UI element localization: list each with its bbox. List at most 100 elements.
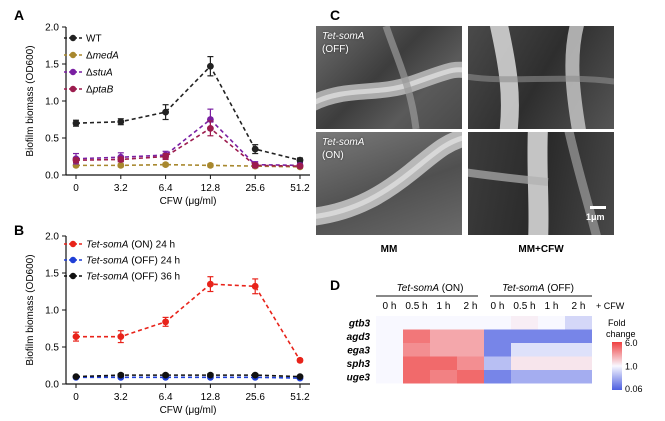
heatmap-cell	[484, 316, 511, 330]
sem-image-mm-on: Tet-somA (ON)	[316, 132, 462, 235]
legend-marker	[69, 34, 77, 42]
heatmap-column-label: 1 h	[437, 301, 451, 312]
heatmap-cell	[565, 343, 592, 357]
text-span: medA	[93, 51, 119, 62]
text-span: Tet-somA	[86, 240, 129, 251]
chart-panel-b: 0.0 0.5 1.0 1.5 2.0 0 3.2 6.4 12.8 25.6 51.2 CFW (μ…	[25, 232, 310, 417]
sem-image-mmcfw-off	[468, 26, 614, 129]
hyphae-texture	[468, 26, 614, 129]
legend-label: ΔmedA	[86, 51, 119, 62]
text-span: Tet-somA	[397, 283, 440, 294]
text-span: ptaB	[92, 85, 114, 96]
data-point	[162, 153, 170, 160]
x-tick-label: 12.8	[201, 183, 221, 194]
x-tick-label: 51.2	[290, 183, 310, 194]
heatmap-cell	[403, 316, 430, 330]
heatmap-cell	[457, 316, 484, 330]
y-tick-label: 0.5	[45, 343, 59, 354]
hyphae-texture	[316, 132, 462, 226]
legend-marker	[69, 51, 77, 59]
panel-label-d: D	[330, 277, 340, 293]
heatmap-row-label: gtb3	[348, 318, 371, 329]
heatmap-column-label: 0 h	[383, 301, 397, 312]
scale-bar	[590, 206, 606, 209]
x-tick-label: 6.4	[159, 183, 173, 194]
heatmap-cell	[538, 329, 565, 343]
y-tick-label: 2.0	[45, 232, 59, 243]
data-point	[162, 161, 170, 169]
data-point	[72, 373, 80, 380]
heatmap-cell	[457, 329, 484, 343]
series-2	[72, 371, 304, 380]
heatmap-column-label: 1 h	[545, 301, 559, 312]
data-point	[207, 124, 214, 132]
data-point	[72, 156, 80, 164]
heatmap-cell	[511, 329, 538, 343]
heatmap-cell	[430, 329, 457, 343]
legend-marker	[69, 272, 77, 280]
heatmap-cell	[376, 329, 403, 343]
heatmap-cell	[376, 316, 403, 330]
sem-column-label-mmcfw: MM+CFW	[518, 244, 564, 255]
heatmap-cell	[430, 370, 457, 384]
data-point	[251, 161, 259, 169]
legend-marker	[69, 68, 77, 76]
scale-bar-label: 1μm	[586, 212, 605, 222]
legend-label: WT	[86, 34, 102, 45]
text-span: Tet-somA	[502, 283, 545, 294]
data-point	[296, 162, 304, 170]
heatmap-cell	[484, 370, 511, 384]
text-span: (OFF)	[544, 283, 573, 294]
sem-image-mmcfw-on: 1μm	[468, 132, 614, 235]
series-3	[72, 120, 304, 170]
series-line	[75, 64, 301, 161]
heatmap-cell	[457, 343, 484, 357]
series-line	[76, 163, 301, 168]
colorbar-title: Fold	[608, 318, 626, 328]
sem-label-on: Tet-somA (ON)	[322, 137, 365, 161]
heatmap-group-label: Tet-somA (ON)	[397, 283, 464, 294]
data-point	[207, 62, 214, 70]
series-0	[72, 276, 304, 364]
y-tick-label: 1.5	[45, 60, 59, 71]
legend-marker	[69, 85, 77, 93]
heatmap-cell	[484, 356, 511, 370]
text-span: Δ	[86, 68, 93, 79]
legend-label: Tet-somA (OFF) 24 h	[86, 256, 180, 267]
data-point	[162, 371, 170, 379]
heatmap-cell	[403, 356, 430, 370]
y-axis-label: Biofilm biomass (OD600)	[25, 254, 36, 365]
text-span: WT	[86, 34, 102, 45]
sem-image-mm-off: Tet-somA (OFF)	[316, 26, 462, 129]
data-point	[162, 108, 170, 116]
data-point	[296, 356, 304, 364]
heatmap-cell	[376, 356, 403, 370]
text-span: stuA	[93, 68, 113, 79]
colorbar-title: change	[606, 329, 636, 339]
data-point	[72, 333, 80, 341]
data-point	[207, 280, 214, 288]
data-point	[162, 318, 170, 326]
legend-marker	[69, 256, 77, 264]
series-line	[75, 118, 301, 167]
heatmap-cell	[457, 370, 484, 384]
data-point	[296, 156, 304, 164]
sem-label-off: Tet-somA (OFF)	[322, 31, 365, 55]
x-tick-label: 3.2	[114, 183, 128, 194]
series-0	[72, 55, 304, 164]
text-span: (OFF) 36 h	[128, 272, 180, 283]
heatmap-cell	[376, 343, 403, 357]
data-point	[207, 161, 214, 169]
heatmap-row-label: uge3	[347, 372, 371, 383]
x-tick-label: 3.2	[114, 392, 128, 403]
y-axis-label: Biofilm biomass (OD600)	[25, 45, 36, 156]
panel-label-c: C	[330, 7, 340, 23]
x-tick-label: 12.8	[201, 392, 221, 403]
x-tick-label: 25.6	[245, 392, 265, 403]
hyphae-texture	[468, 132, 606, 235]
heatmap-column-label: 0 h	[491, 301, 505, 312]
chart-panel-a: 0.0 0.5 1.0 1.5 2.0 0 3.2 6.4 12.8 25.6 51.2 CFW (μ…	[25, 23, 310, 208]
